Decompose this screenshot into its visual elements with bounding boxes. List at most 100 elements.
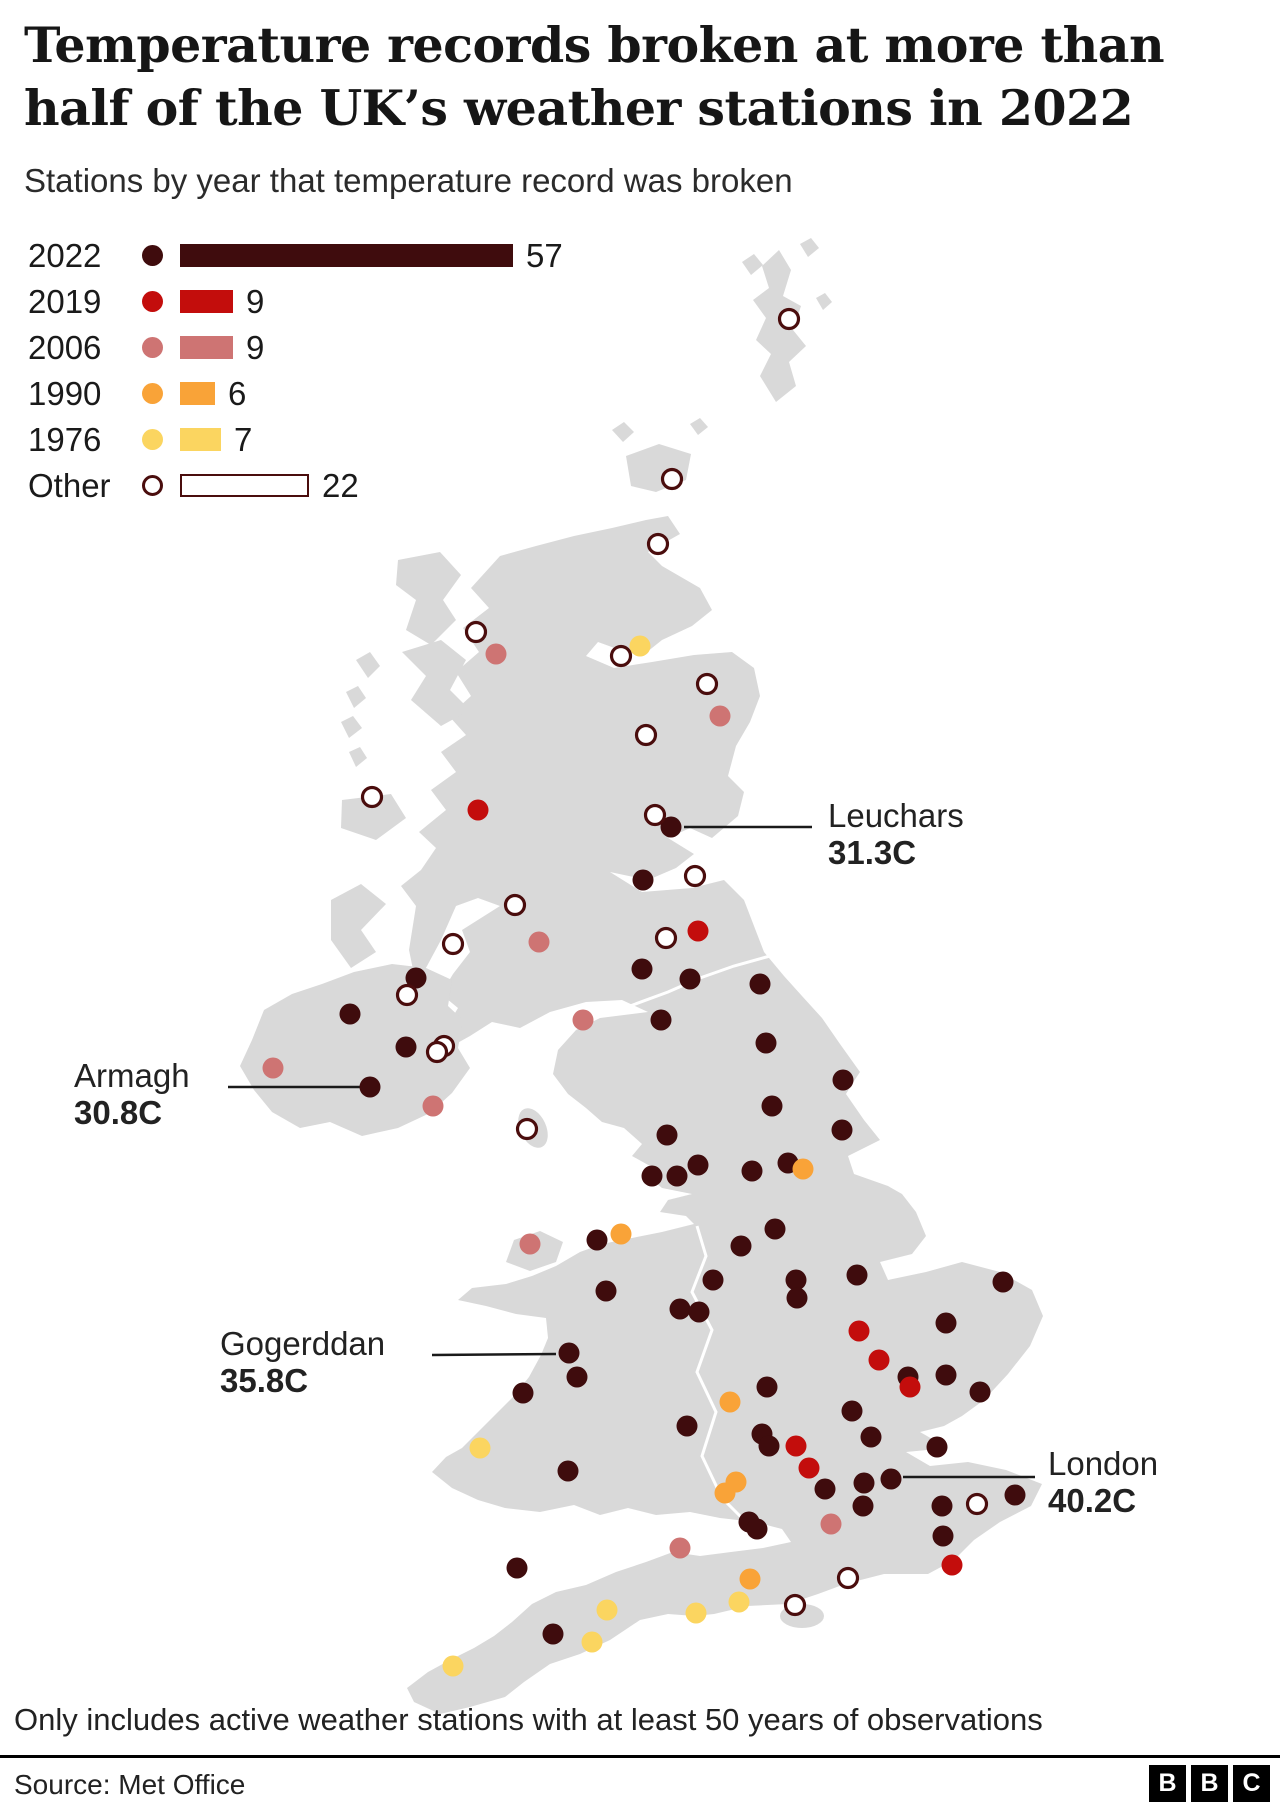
station-dot-2022 — [935, 1312, 957, 1334]
station-dot-2006 — [519, 1233, 541, 1255]
station-dot-2022 — [749, 973, 771, 995]
station-dot-2022 — [676, 1415, 698, 1437]
station-dot-2022 — [558, 1342, 580, 1364]
station-dot-2022 — [832, 1069, 854, 1091]
station-dot-other — [609, 644, 633, 668]
station-dot-other — [503, 893, 527, 917]
station-dot-2022 — [761, 1095, 783, 1117]
station-dot-2022 — [395, 1036, 417, 1058]
station-dot-2022 — [679, 968, 701, 990]
legend-bar — [180, 336, 233, 359]
station-dot-2022 — [846, 1264, 868, 1286]
legend-dot-icon — [142, 291, 163, 312]
bbc-logo-letter: B — [1191, 1765, 1228, 1802]
station-dot-2019 — [899, 1376, 921, 1398]
station-dot-2022 — [595, 1280, 617, 1302]
station-dot-2022 — [746, 1518, 768, 1540]
bbc-logo-letter: C — [1233, 1765, 1270, 1802]
legend-dot-icon — [142, 245, 163, 266]
station-dot-2022 — [831, 1119, 853, 1141]
station-dot-2022 — [730, 1235, 752, 1257]
station-dot-2022 — [758, 1435, 780, 1457]
station-dot-other — [695, 672, 719, 696]
station-dot-2022 — [935, 1364, 957, 1386]
legend-year-label: 2022 — [28, 236, 102, 274]
station-dot-2006 — [669, 1537, 691, 1559]
station-name: London — [1048, 1445, 1159, 1482]
callout-leuchars: Leuchars 31.3C — [828, 797, 964, 871]
station-dot-2006 — [485, 643, 507, 665]
station-dot-2006 — [528, 931, 550, 953]
station-dot-2022 — [656, 1124, 678, 1146]
station-dot-2022 — [641, 1165, 663, 1187]
callout-gogerddan: Gogerddan 35.8C — [220, 1325, 385, 1399]
station-dot-1976 — [596, 1599, 618, 1621]
gogerddan-leader-line — [431, 1352, 557, 1357]
station-dot-2022 — [785, 1269, 807, 1291]
title-line-1: Temperature records broken at more than — [24, 16, 1165, 74]
station-dot-2022 — [666, 1165, 688, 1187]
station-dot-2019 — [467, 799, 489, 821]
station-dot-other — [777, 307, 801, 331]
legend-count: 7 — [234, 420, 253, 458]
station-dot-other — [515, 1117, 539, 1141]
source-credit: Source: Met Office — [14, 1769, 246, 1800]
station-dot-2019 — [687, 920, 709, 942]
station-dot-2019 — [785, 1435, 807, 1457]
station-dot-2022 — [992, 1271, 1014, 1293]
station-temperature: 31.3C — [828, 834, 917, 871]
station-dot-2022 — [741, 1160, 763, 1182]
station-dot-2022 — [786, 1287, 808, 1309]
station-dot-other — [395, 983, 419, 1007]
legend-dot-icon — [142, 429, 163, 450]
station-dot-other — [634, 723, 658, 747]
station-name: Armagh — [74, 1057, 190, 1094]
station-dot-2022 — [841, 1400, 863, 1422]
station-dot-other — [965, 1492, 989, 1516]
legend-year-label: 1990 — [28, 374, 102, 412]
station-dot-2022 — [542, 1623, 564, 1645]
legend-row-2006: 2006 9 — [28, 329, 563, 366]
station-dot-2022 — [756, 1376, 778, 1398]
legend-count: 9 — [246, 328, 265, 366]
footnote: Only includes active weather stations wi… — [14, 1702, 1043, 1737]
station-dot-2022 — [557, 1460, 579, 1482]
station-dot-2022 — [853, 1472, 875, 1494]
legend-bar — [180, 428, 221, 451]
station-temperature: 40.2C — [1048, 1482, 1137, 1519]
station-dot-2022 — [702, 1269, 724, 1291]
station-dot-other — [783, 1593, 807, 1617]
title-line-2: half of the UK’s weather stations in 202… — [24, 79, 1134, 137]
legend-dot-icon — [142, 383, 163, 404]
footer-divider — [0, 1755, 1280, 1758]
station-name: Gogerddan — [220, 1325, 386, 1362]
legend-bar — [180, 290, 233, 313]
legend-count: 22 — [322, 466, 359, 504]
station-dot-2019 — [848, 1320, 870, 1342]
station-dot-2006 — [262, 1057, 284, 1079]
callout-lines — [228, 825, 1035, 1479]
page-title: Temperature records broken at more than … — [24, 14, 1264, 140]
station-dot-2022 — [506, 1557, 528, 1579]
station-temperature: 30.8C — [74, 1094, 163, 1131]
callout-armagh: Armagh 30.8C — [74, 1057, 190, 1131]
station-dot-2022 — [688, 1301, 710, 1323]
uk-landmass — [240, 238, 1043, 1714]
station-dot-2019 — [798, 1457, 820, 1479]
legend-count: 9 — [246, 282, 265, 320]
station-dot-1976 — [629, 635, 651, 657]
station-dot-2019 — [941, 1554, 963, 1576]
station-dot-other — [643, 803, 667, 827]
station-dot-1990 — [714, 1482, 736, 1504]
station-dot-2022 — [631, 958, 653, 980]
legend-year-label: Other — [28, 466, 111, 504]
legend-year-label: 2019 — [28, 282, 102, 320]
station-dot-2022 — [880, 1468, 902, 1490]
station-dot-1990 — [719, 1391, 741, 1413]
station-dot-2022 — [566, 1366, 588, 1388]
station-dot-2022 — [755, 1032, 777, 1054]
station-dot-other — [836, 1566, 860, 1590]
station-dot-2022 — [931, 1495, 953, 1517]
station-dot-2022 — [359, 1076, 381, 1098]
